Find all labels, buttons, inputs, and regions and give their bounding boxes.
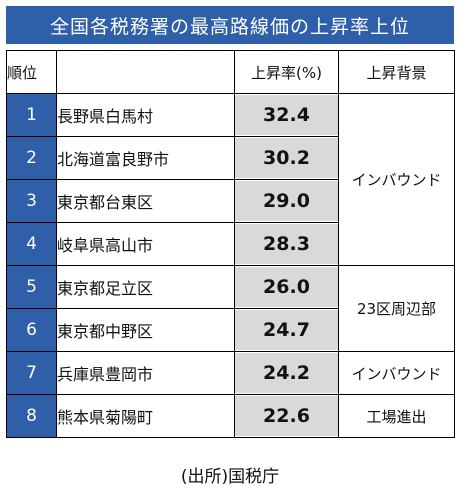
background-cell: インバウンド xyxy=(338,93,455,266)
table-row: 7 兵庫県豊岡市 24.2 インバウンド xyxy=(6,351,455,395)
rate-cell: 29.0 xyxy=(234,179,339,223)
rate-value: 24.7 xyxy=(235,310,338,350)
rate-value: 32.4 xyxy=(235,95,338,135)
rank-cell: 3 xyxy=(6,179,57,223)
rank-cell: 7 xyxy=(6,351,57,395)
header-city xyxy=(56,50,235,94)
city-cell: 東京都足立区 xyxy=(56,265,235,309)
table-row: 8 熊本県菊陽町 22.6 工場進出 xyxy=(6,394,455,438)
rank-cell: 5 xyxy=(6,265,57,309)
table-row: 3 東京都台東区 29.0 xyxy=(6,179,455,223)
rate-cell: 22.6 xyxy=(234,394,339,438)
rate-cell: 24.7 xyxy=(234,308,339,352)
rank-cell: 4 xyxy=(6,222,57,266)
table-title: 全国各税務署の最高路線価の上昇率上位 xyxy=(6,6,454,44)
rate-cell: 26.0 xyxy=(234,265,339,309)
rate-value: 26.0 xyxy=(235,267,338,307)
background-cell: 工場進出 xyxy=(338,394,455,438)
table-row: 6 東京都中野区 24.7 xyxy=(6,308,455,352)
rank-cell: 1 xyxy=(6,93,57,137)
rate-value: 24.2 xyxy=(235,353,338,393)
city-cell: 兵庫県豊岡市 xyxy=(56,351,235,395)
header-background: 上昇背景 xyxy=(338,50,455,94)
header-row: 順位 上昇率(%) 上昇背景 xyxy=(6,50,455,94)
rate-cell: 28.3 xyxy=(234,222,339,266)
rank-cell: 2 xyxy=(6,136,57,180)
background-cell: 23区周辺部 xyxy=(338,265,455,352)
rate-value: 30.2 xyxy=(235,138,338,178)
header-rank: 順位 xyxy=(6,50,57,94)
table-row: 5 東京都足立区 26.0 23区周辺部 xyxy=(6,265,455,352)
rate-cell: 24.2 xyxy=(234,351,339,395)
table-row: 4 岐阜県高山市 28.3 xyxy=(6,222,455,266)
table-row: 1 長野県白馬村 32.4 インバウンド xyxy=(6,93,455,266)
header-rate: 上昇率(%) xyxy=(234,50,339,94)
source-note: (出所)国税庁 xyxy=(180,467,280,487)
city-cell: 北海道富良野市 xyxy=(56,136,235,180)
ranking-table: 順位 上昇率(%) 上昇背景 1 長野県白馬村 32.4 インバウンド 2 北海… xyxy=(6,50,455,438)
background-cell: インバウンド xyxy=(338,351,455,395)
rate-value: 22.6 xyxy=(235,396,338,436)
rate-value: 29.0 xyxy=(235,181,338,221)
city-cell: 長野県白馬村 xyxy=(56,93,235,137)
rate-value: 28.3 xyxy=(235,224,338,264)
rate-cell: 32.4 xyxy=(234,93,339,137)
city-cell: 東京都台東区 xyxy=(56,179,235,223)
city-cell: 岐阜県高山市 xyxy=(56,222,235,266)
rank-cell: 8 xyxy=(6,394,57,438)
city-cell: 熊本県菊陽町 xyxy=(56,394,235,438)
city-cell: 東京都中野区 xyxy=(56,308,235,352)
table-row: 2 北海道富良野市 30.2 xyxy=(6,136,455,180)
rate-cell: 30.2 xyxy=(234,136,339,180)
rank-cell: 6 xyxy=(6,308,57,352)
